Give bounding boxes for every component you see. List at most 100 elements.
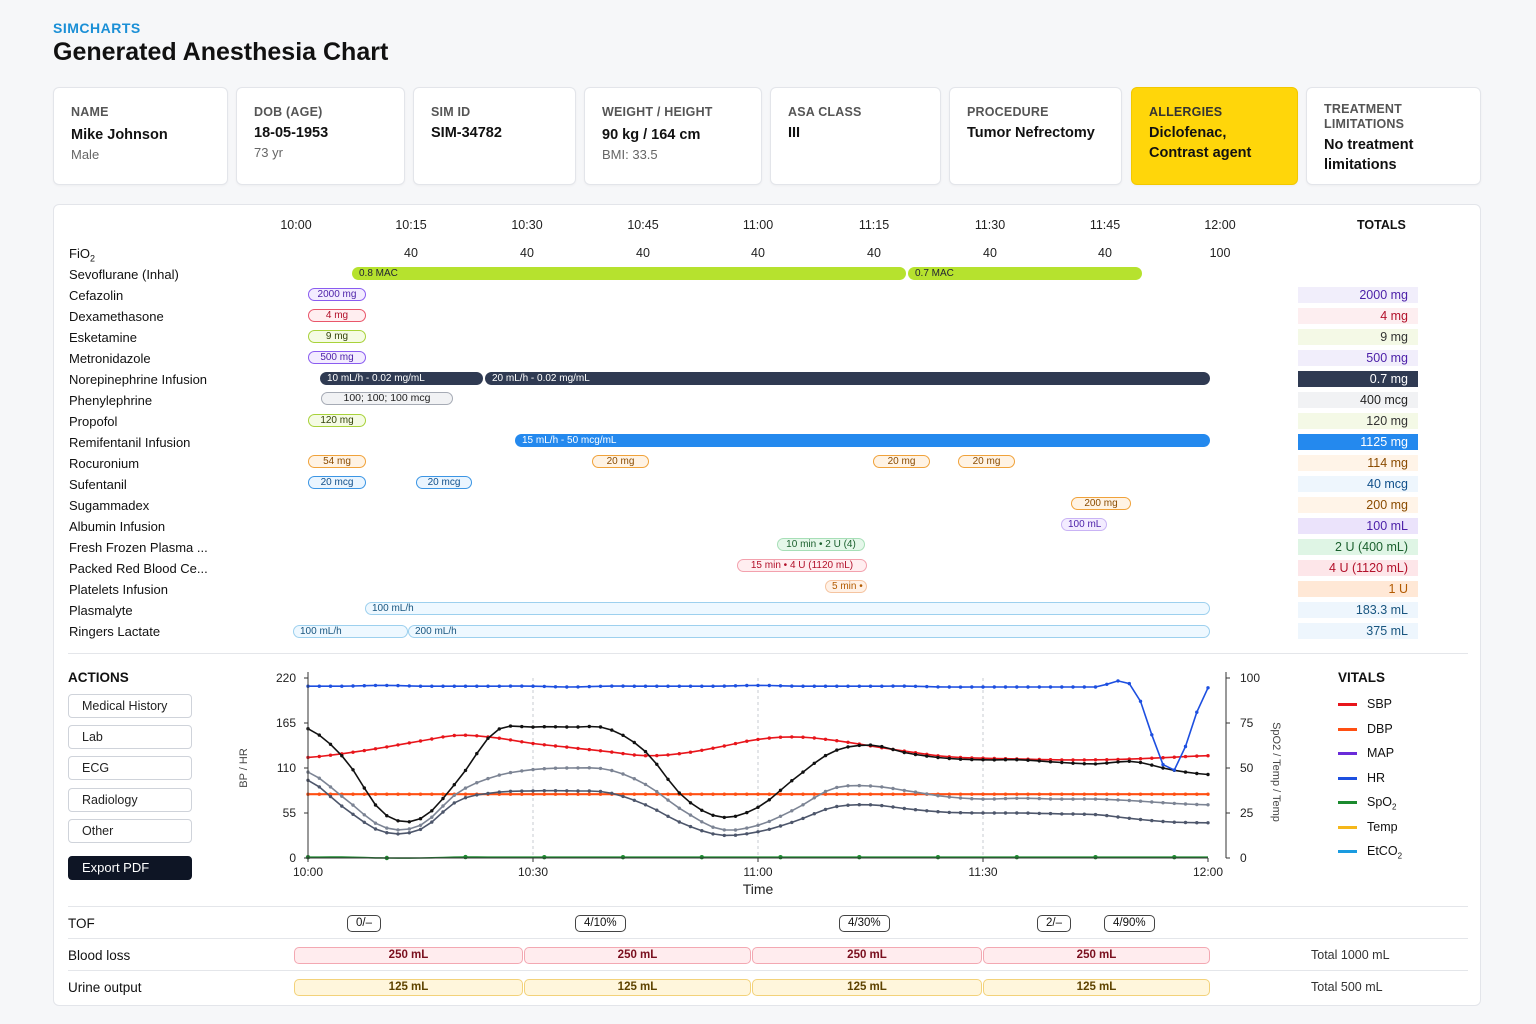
series-point bbox=[1003, 796, 1008, 801]
x-tick-label: 10:30 bbox=[518, 865, 548, 879]
series-point bbox=[385, 683, 389, 688]
propofol-dose[interactable]: 120 mg bbox=[308, 414, 366, 427]
series-point bbox=[711, 684, 715, 688]
esketamine-dose[interactable]: 9 mg bbox=[308, 330, 366, 343]
rocuronium-dose-2[interactable]: 20 mg bbox=[592, 455, 649, 468]
series-point bbox=[913, 684, 918, 688]
platelets-dose[interactable]: 5 min • bbox=[825, 580, 867, 593]
norepi-bar-2[interactable]: 20 mL/h - 0.02 mg/mL bbox=[485, 372, 1210, 385]
ffp-dose[interactable]: 10 min • 2 U (4) bbox=[777, 538, 865, 551]
series-point bbox=[1116, 757, 1120, 762]
phenylephrine-doses[interactable]: 100; 100; 100 mcg bbox=[321, 392, 453, 405]
blood_loss-segment[interactable]: 250 mL bbox=[524, 947, 751, 964]
urine-segment[interactable]: 125 mL bbox=[983, 979, 1210, 996]
metronidazole-dose[interactable]: 500 mg bbox=[308, 351, 366, 364]
series-point bbox=[733, 814, 738, 818]
series-point bbox=[790, 735, 794, 739]
rocuronium-dose-1[interactable]: 54 mg bbox=[308, 455, 366, 468]
series-point bbox=[1071, 812, 1075, 816]
series-point bbox=[542, 855, 547, 860]
drug-row-label: Fresh Frozen Plasma ... bbox=[69, 540, 208, 555]
tof-value[interactable]: 4/10% bbox=[575, 915, 626, 932]
series-point bbox=[801, 816, 805, 821]
remifentanil-bar[interactable]: 15 mL/h - 50 mcg/mL bbox=[515, 434, 1210, 447]
time-tick: 10:30 bbox=[511, 218, 543, 232]
ringers-bar-1[interactable]: 100 mL/h bbox=[293, 625, 408, 638]
medical-history-button[interactable]: Medical History bbox=[68, 694, 192, 718]
series-point bbox=[711, 825, 715, 829]
series-point bbox=[947, 792, 951, 796]
prbc-dose[interactable]: 15 min • 4 U (1120 mL) bbox=[737, 559, 867, 572]
rocuronium-dose-3[interactable]: 20 mg bbox=[873, 455, 930, 468]
rocuronium-dose-4[interactable]: 20 mg bbox=[958, 455, 1015, 468]
series-point bbox=[1015, 796, 1019, 800]
sufentanil-dose-2[interactable]: 20 mcg bbox=[416, 476, 472, 489]
dexamethasone-dose[interactable]: 4 mg bbox=[308, 309, 366, 322]
urine-segment[interactable]: 125 mL bbox=[752, 979, 982, 996]
blood-loss-total: Total 1000 mL bbox=[1311, 948, 1390, 962]
series-point bbox=[475, 781, 479, 785]
series-point bbox=[396, 819, 400, 823]
series-point bbox=[463, 733, 468, 737]
series-point bbox=[1048, 685, 1053, 689]
blood_loss-segment[interactable]: 250 mL bbox=[294, 947, 523, 964]
drug-total: 375 mL bbox=[1298, 623, 1418, 639]
series-point bbox=[407, 741, 411, 745]
sugammadex-dose[interactable]: 200 mg bbox=[1071, 497, 1131, 510]
series-point bbox=[598, 766, 603, 771]
tof-value[interactable]: 2/– bbox=[1037, 915, 1071, 932]
blood_loss-segment[interactable]: 250 mL bbox=[752, 947, 982, 964]
y-right-tick-label: 50 bbox=[1240, 761, 1254, 775]
card-label: NAME bbox=[71, 105, 109, 119]
vitals-legend-title: VITALS bbox=[1338, 670, 1385, 685]
export-pdf-button[interactable]: Export PDF bbox=[68, 856, 192, 880]
sufentanil-dose-1[interactable]: 20 mcg bbox=[308, 476, 366, 489]
sevo-bar-1[interactable]: 0.8 MAC bbox=[352, 267, 906, 280]
series-point bbox=[1138, 757, 1143, 761]
ecg-button[interactable]: ECG bbox=[68, 756, 192, 780]
series-point bbox=[531, 767, 535, 772]
tof-value[interactable]: 4/90% bbox=[1104, 915, 1155, 932]
cefazolin-dose[interactable]: 2000 mg bbox=[308, 288, 366, 301]
series-point bbox=[1127, 792, 1132, 796]
series-point bbox=[407, 820, 411, 824]
series-point bbox=[497, 727, 501, 731]
series-point bbox=[801, 735, 805, 739]
series-point bbox=[1003, 792, 1008, 796]
y-tick-label: 165 bbox=[276, 716, 296, 730]
series-point bbox=[700, 808, 704, 812]
card-name: NAME Mike Johnson Male bbox=[53, 87, 228, 185]
series-point bbox=[373, 827, 378, 831]
tof-value[interactable]: 0/– bbox=[347, 915, 381, 932]
series-point bbox=[407, 831, 411, 835]
series-point bbox=[891, 747, 895, 752]
drug-total: 120 mg bbox=[1298, 413, 1418, 429]
patient-dob: 18-05-1953 bbox=[254, 125, 329, 141]
legend-item: SpO2 bbox=[1338, 795, 1396, 812]
tof-value[interactable]: 4/30% bbox=[839, 915, 890, 932]
series-point bbox=[790, 820, 794, 825]
urine-segment[interactable]: 125 mL bbox=[524, 979, 751, 996]
urine-segment[interactable]: 125 mL bbox=[294, 979, 523, 996]
ringers-bar-2[interactable]: 200 mL/h bbox=[408, 625, 1210, 638]
series-point bbox=[317, 754, 321, 759]
lab-button[interactable]: Lab bbox=[68, 725, 192, 749]
series-point bbox=[1172, 801, 1177, 806]
series-point bbox=[745, 683, 749, 688]
norepi-bar-1[interactable]: 10 mL/h - 0.02 mg/mL bbox=[320, 372, 483, 385]
series-point bbox=[620, 855, 626, 860]
other-button[interactable]: Other bbox=[68, 819, 192, 843]
series-point bbox=[362, 792, 366, 796]
series-point bbox=[362, 748, 366, 753]
plasmalyte-bar[interactable]: 100 mL/h bbox=[365, 602, 1210, 615]
radiology-button[interactable]: Radiology bbox=[68, 788, 192, 812]
sevo-bar-2[interactable]: 0.7 MAC bbox=[908, 267, 1142, 280]
blood_loss-segment[interactable]: 250 mL bbox=[983, 947, 1210, 964]
series-point bbox=[328, 753, 333, 757]
series-point bbox=[711, 832, 715, 836]
albumin-dose[interactable]: 100 mL bbox=[1061, 518, 1107, 531]
series-point bbox=[857, 803, 861, 807]
series-point bbox=[418, 827, 423, 832]
series-point bbox=[565, 766, 569, 770]
drug-row-label: Esketamine bbox=[69, 330, 137, 345]
